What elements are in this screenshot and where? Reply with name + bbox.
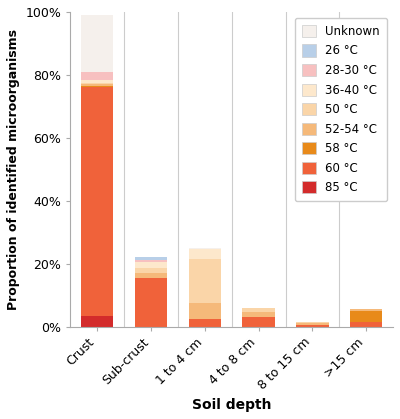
Bar xyxy=(81,84,114,86)
Bar xyxy=(350,311,382,322)
Bar xyxy=(81,72,114,80)
Bar xyxy=(242,308,275,313)
Bar xyxy=(189,319,221,326)
Bar xyxy=(135,261,167,262)
Bar xyxy=(81,88,114,316)
X-axis label: Soil depth: Soil depth xyxy=(192,398,272,412)
Bar xyxy=(242,313,275,317)
Bar xyxy=(81,316,114,326)
Y-axis label: Proportion of identified microorganisms: Proportion of identified microorganisms xyxy=(7,29,20,310)
Bar xyxy=(81,83,114,84)
Bar xyxy=(135,273,167,278)
Bar xyxy=(296,323,328,325)
Bar xyxy=(135,268,167,273)
Bar xyxy=(135,278,167,326)
Bar xyxy=(350,309,382,311)
Bar xyxy=(350,322,382,326)
Bar xyxy=(189,248,221,249)
Bar xyxy=(135,262,167,268)
Bar xyxy=(81,80,114,83)
Bar xyxy=(189,303,221,319)
Bar xyxy=(189,249,221,259)
Bar xyxy=(189,259,221,303)
Bar xyxy=(242,317,275,326)
Bar xyxy=(81,86,114,88)
Bar xyxy=(81,15,114,72)
Bar xyxy=(296,322,328,323)
Legend: Unknown, 26 °C, 28-30 °C, 36-40 °C, 50 °C, 52-54 °C, 58 °C, 60 °C, 85 °C: Unknown, 26 °C, 28-30 °C, 36-40 °C, 50 °… xyxy=(295,18,387,201)
Bar xyxy=(296,325,328,326)
Bar xyxy=(135,257,167,261)
